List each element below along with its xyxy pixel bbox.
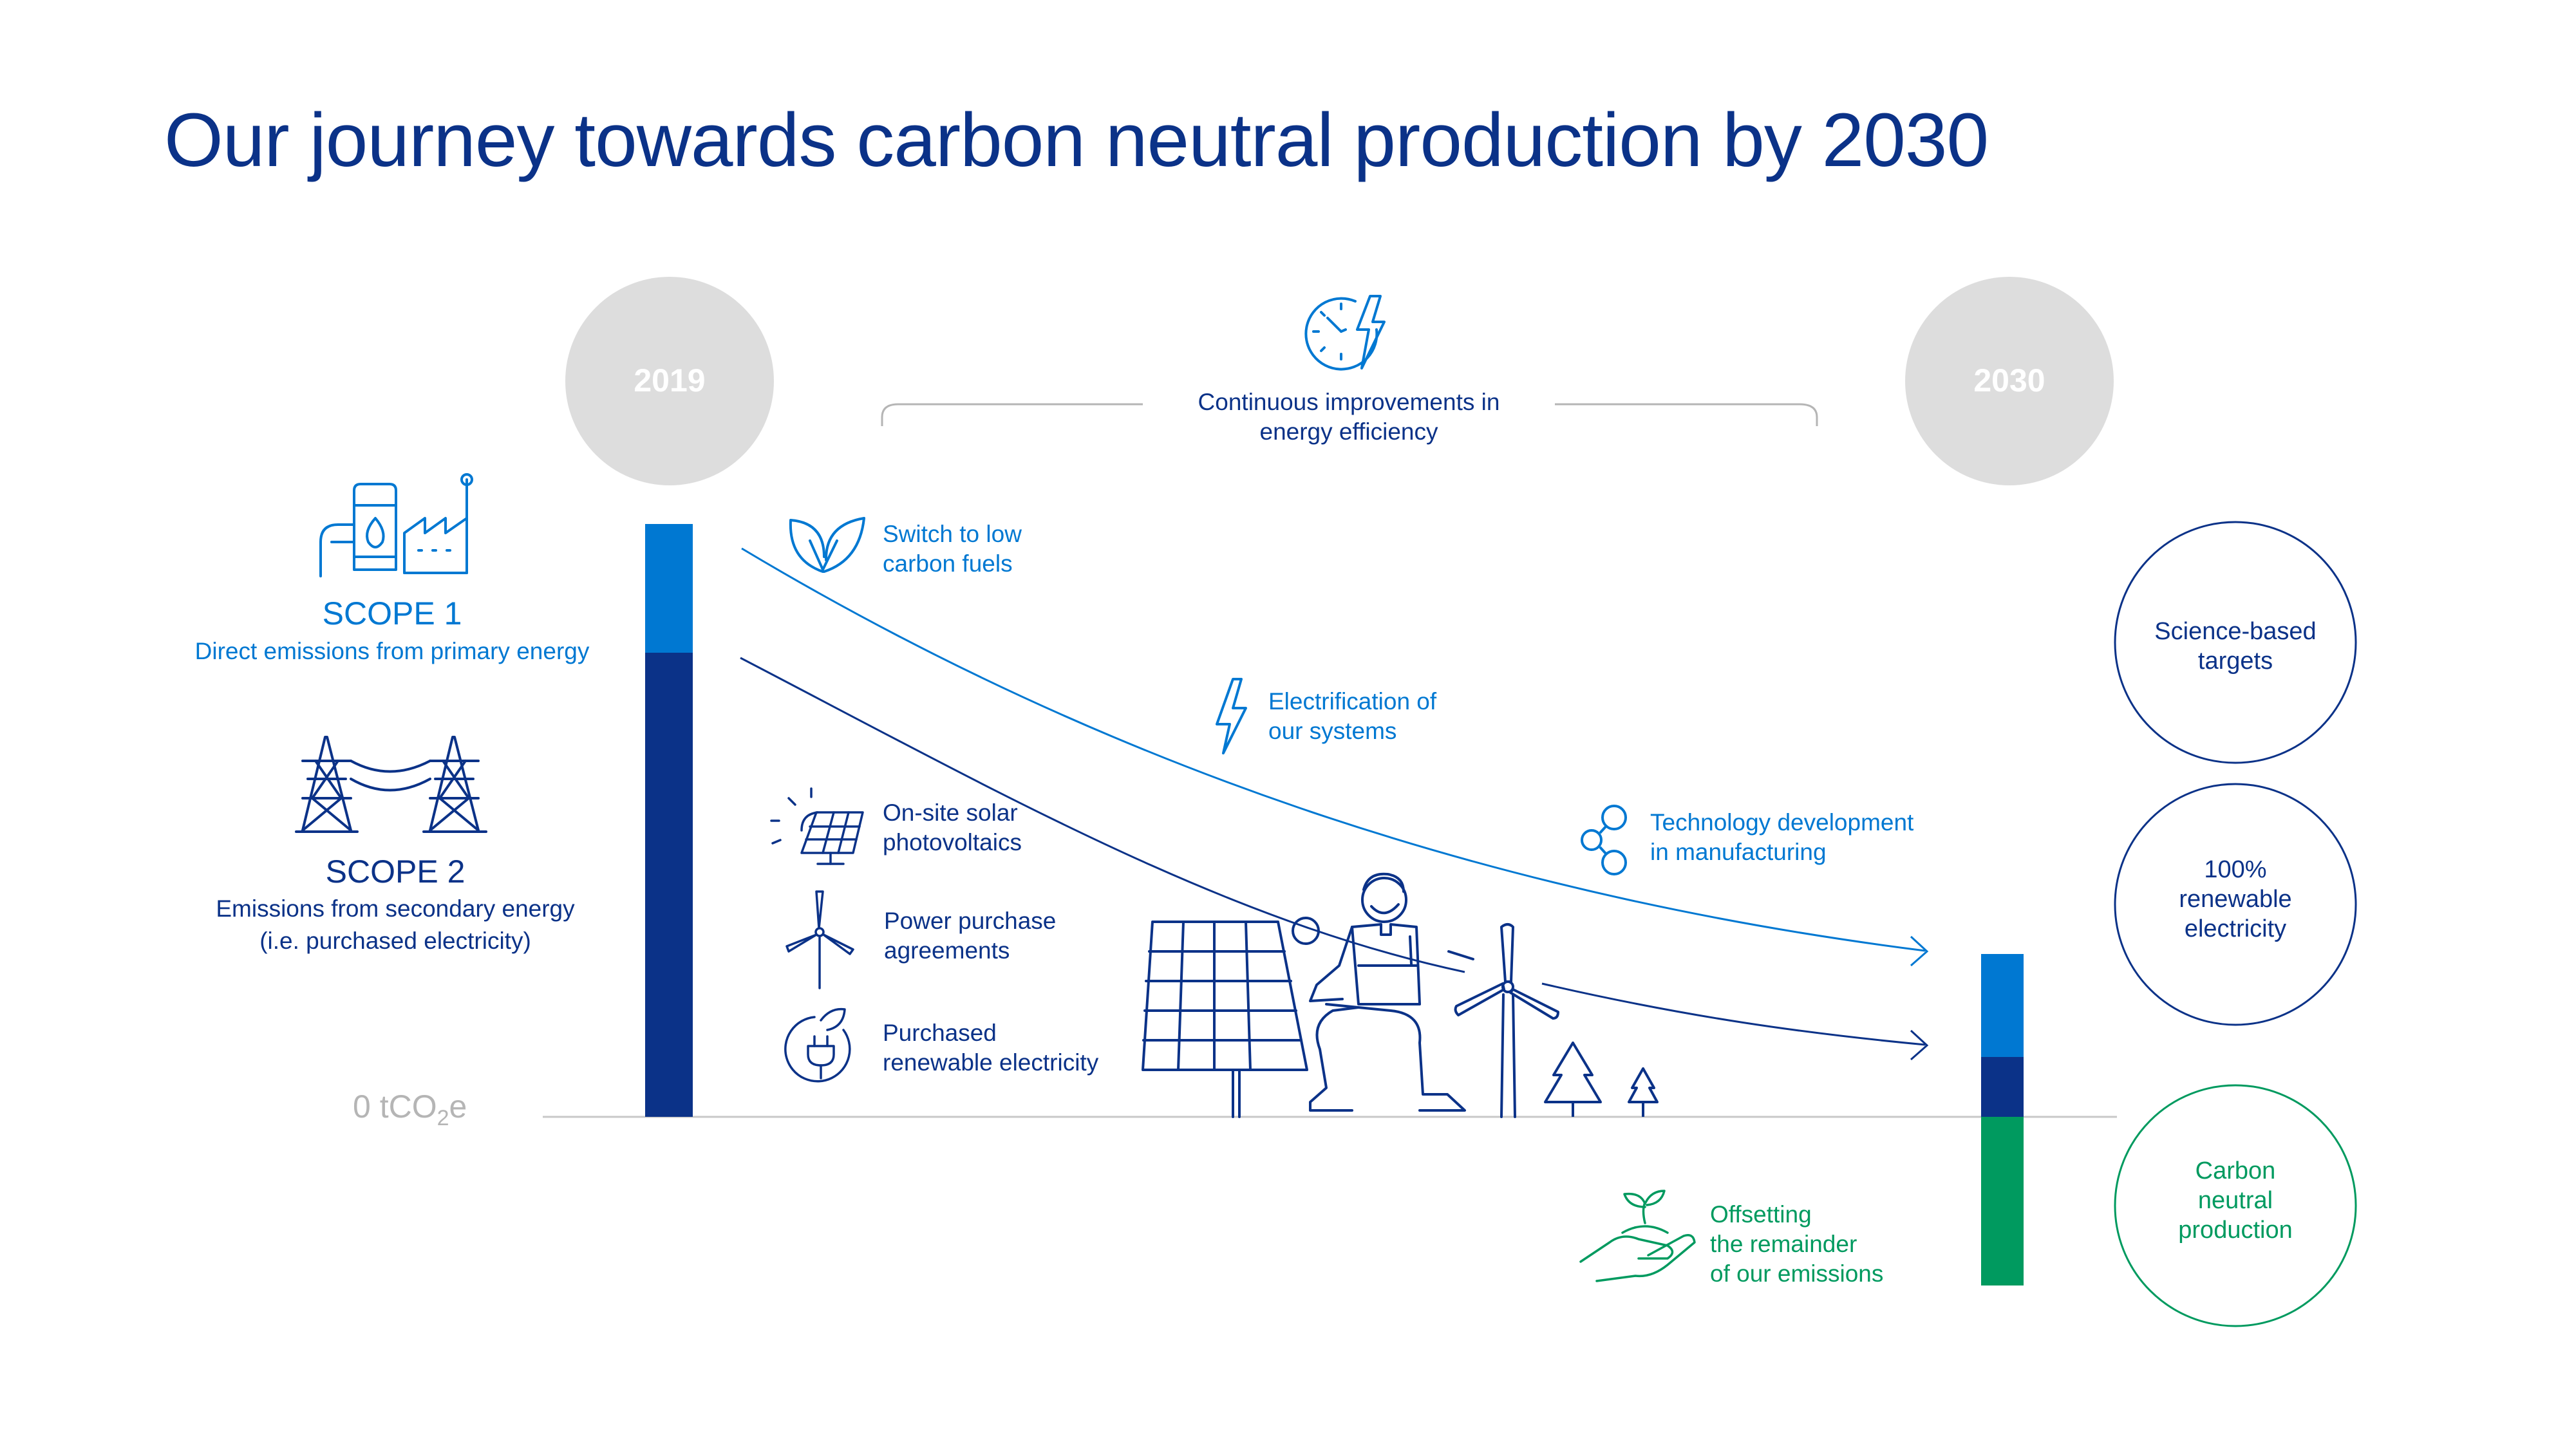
- trees-illustration: [1544, 1042, 1659, 1117]
- lightning-icon: [1216, 678, 1247, 754]
- scope2-title: SCOPE 2: [325, 854, 465, 890]
- tank-factory-icon: [319, 473, 473, 577]
- scope1-title: SCOPE 1: [322, 595, 462, 631]
- low-carbon-fuels-label: Switch to low carbon fuels: [883, 521, 1022, 577]
- ppa-label: Power purchase agreements: [884, 908, 1057, 964]
- bar-2030-offset: [1981, 1117, 2024, 1285]
- year-label-2019: 2019: [634, 362, 706, 398]
- bar-2019-scope2: [645, 653, 693, 1117]
- scope2-arrowhead: [1910, 1029, 1929, 1061]
- year-circle-2019: [565, 277, 774, 485]
- bar-2030-scope1: [1981, 954, 2024, 1057]
- target-circle-neutral: [2114, 1084, 2357, 1327]
- bar-2030-scope2: [1981, 1057, 2024, 1117]
- solar-panel-icon: [770, 787, 864, 865]
- scope2-description-line1: Emissions from secondary energy: [216, 895, 575, 922]
- gauge-icon: [1304, 295, 1386, 371]
- page-title: Our journey towards carbon neutral produ…: [164, 98, 1989, 183]
- wind-turbine-icon: [785, 890, 854, 989]
- efficiency-bracket-left: [881, 403, 1143, 426]
- target-circle-sbt: [2114, 521, 2357, 764]
- scope1-reduction-curve: [741, 547, 1926, 952]
- leaf-icon: [789, 517, 865, 573]
- year-label-2030: 2030: [1973, 362, 2045, 398]
- efficiency-label: Continuous improvements in energy efficie…: [1198, 389, 1500, 445]
- hand-sprout-icon: [1579, 1190, 1696, 1282]
- large-wind-turbine: [1454, 923, 1559, 1118]
- neutral-target-text: Carbon neutral production: [2178, 1157, 2293, 1244]
- bar-2019-scope1: [645, 524, 693, 653]
- efficiency-bracket-right: [1555, 403, 1818, 426]
- scope1-arrowhead: [1910, 935, 1929, 967]
- scope1-description: Direct emissions from primary energy: [194, 638, 590, 664]
- offsetting-label: Offsetting the remainder of our emissions: [1710, 1201, 1884, 1287]
- baseline-label: 0 tCO2e: [353, 1089, 467, 1130]
- network-icon: [1581, 805, 1627, 875]
- sbt-target-text: Science-based targets: [2154, 618, 2317, 675]
- power-pylon-icon: [295, 736, 487, 833]
- renewable-target-text: 100% renewable electricity: [2179, 856, 2292, 942]
- solar-label: On-site solar photovoltaics: [883, 799, 1022, 855]
- scope2-reduction-curve: [740, 657, 1926, 1046]
- technology-label: Technology development in manufacturing: [1650, 809, 1914, 865]
- renewable-plug-icon: [784, 1007, 851, 1083]
- purchased-renewable-label: Purchased renewable electricity: [883, 1020, 1099, 1076]
- electrification-label: Electrification of our systems: [1268, 688, 1437, 744]
- scope2-description-line2: (i.e. purchased electricity): [259, 928, 531, 954]
- year-circle-2030: [1905, 277, 2114, 485]
- worker-solar-illustration: [1142, 872, 1474, 1118]
- target-circle-renewable: [2114, 783, 2357, 1026]
